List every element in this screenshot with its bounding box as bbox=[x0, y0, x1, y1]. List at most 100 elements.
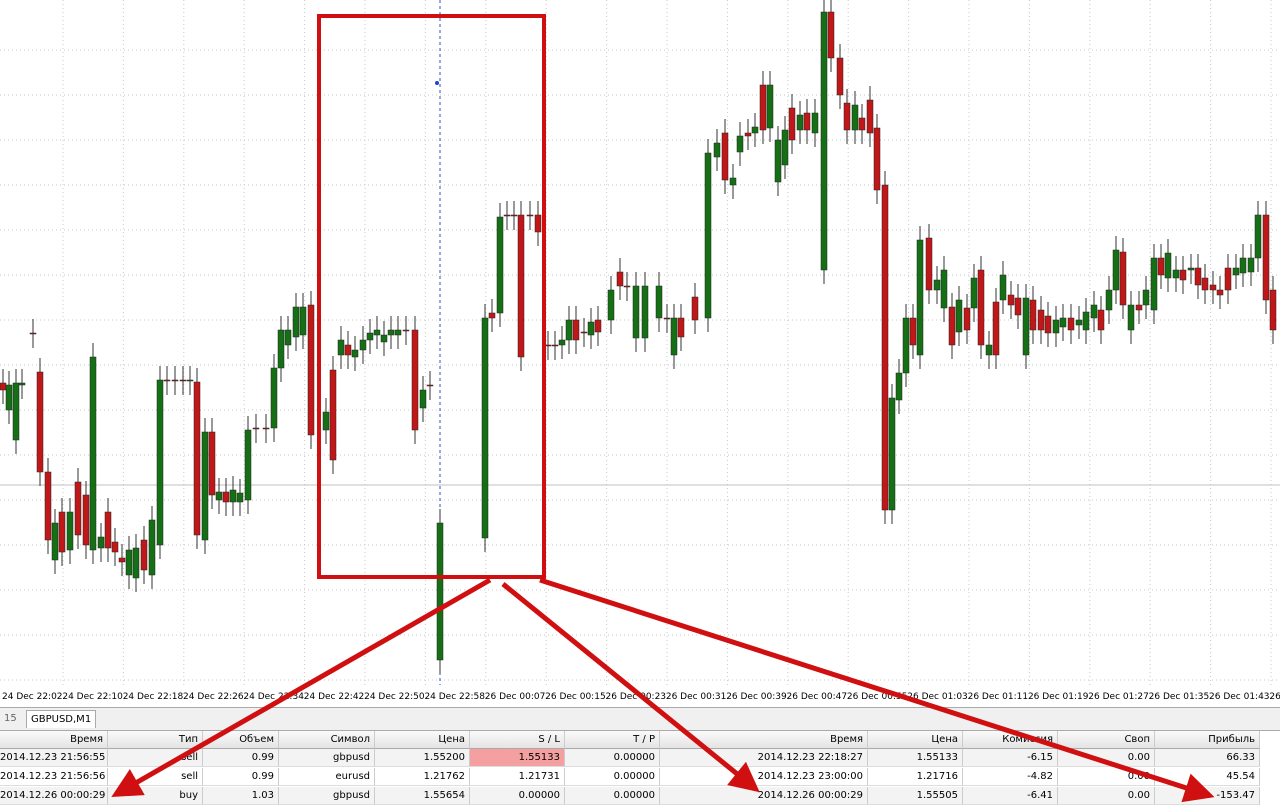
candle-body bbox=[1254, 214, 1262, 259]
candle-body bbox=[1157, 257, 1165, 276]
candle-body bbox=[29, 332, 37, 335]
table-cell: sell bbox=[108, 749, 203, 767]
candle-body bbox=[322, 411, 330, 431]
table-cell: 0.00000 bbox=[565, 768, 660, 786]
candle-body bbox=[148, 519, 156, 576]
table-cell: -6.15 bbox=[963, 749, 1058, 767]
candle-body bbox=[1232, 267, 1240, 276]
candle-body bbox=[1135, 304, 1143, 311]
candle-body bbox=[1187, 267, 1195, 271]
time-label: 26 Dec 00:39 bbox=[726, 692, 787, 702]
candle-body bbox=[337, 339, 345, 356]
candle-body bbox=[623, 285, 631, 288]
candle-body bbox=[36, 371, 44, 473]
table-cell: 1.55654 bbox=[375, 787, 470, 805]
candle-body bbox=[873, 127, 881, 191]
candle-body bbox=[580, 331, 588, 334]
candle-body bbox=[766, 84, 774, 129]
candle-body bbox=[1014, 297, 1022, 316]
table-cell: 0.99 bbox=[203, 768, 279, 786]
table-cell: buy bbox=[108, 787, 203, 805]
candle-body bbox=[156, 379, 164, 546]
candle-body bbox=[909, 317, 917, 346]
column-header: Объем bbox=[203, 731, 279, 749]
candle-body bbox=[292, 306, 300, 338]
candle-body bbox=[66, 511, 74, 551]
candle-body bbox=[736, 135, 744, 153]
candle-body bbox=[380, 334, 388, 343]
candle-body bbox=[426, 384, 434, 387]
time-label: 26 Dec 00:55 bbox=[846, 692, 908, 702]
time-label: 24 Dec 22:26 bbox=[183, 692, 244, 702]
table-cell: 45.54 bbox=[1155, 768, 1260, 786]
candle-body bbox=[526, 214, 534, 217]
candle-body bbox=[691, 296, 699, 321]
candle-body bbox=[558, 339, 566, 346]
candle-body bbox=[655, 285, 663, 319]
candle-body bbox=[51, 522, 59, 561]
table-cell: 1.55200 bbox=[375, 749, 470, 767]
table-cell: 2014.12.23 23:00:00 bbox=[660, 768, 868, 786]
candle-body bbox=[836, 57, 844, 96]
candle-body bbox=[351, 349, 359, 358]
column-header: Тип bbox=[108, 731, 203, 749]
candle-body bbox=[670, 317, 678, 356]
candle-body bbox=[201, 431, 209, 541]
candle-body bbox=[229, 489, 237, 503]
time-label: 26 Dec 01:19 bbox=[1027, 692, 1089, 702]
time-label: 26 bbox=[1269, 692, 1280, 702]
candle-body bbox=[5, 384, 13, 411]
candle-body bbox=[1224, 267, 1232, 291]
candle-body bbox=[366, 332, 374, 341]
time-label: 24 Dec 22:50 bbox=[364, 692, 425, 702]
candle-body bbox=[373, 329, 381, 336]
candle-body bbox=[1119, 251, 1127, 306]
candle-body bbox=[387, 329, 395, 336]
candle-body bbox=[1112, 249, 1120, 291]
candle-body bbox=[111, 541, 119, 553]
candle-body bbox=[534, 214, 542, 233]
table-cell: 1.55505 bbox=[868, 787, 963, 805]
candle-body bbox=[970, 277, 978, 309]
candle-body bbox=[594, 319, 602, 333]
candle-body bbox=[895, 372, 903, 401]
candle-body bbox=[1269, 289, 1277, 331]
candle-body bbox=[517, 214, 525, 358]
table-cell: 0.00000 bbox=[470, 787, 565, 805]
candle-body bbox=[788, 107, 796, 141]
candle-body bbox=[496, 216, 504, 314]
time-label: 26 Dec 00:31 bbox=[665, 692, 727, 702]
candle-body bbox=[222, 491, 230, 503]
candle-body bbox=[751, 126, 759, 134]
candle-body bbox=[208, 431, 216, 496]
candle-body bbox=[999, 274, 1007, 301]
candle-body bbox=[774, 139, 782, 183]
column-header: Своп bbox=[1058, 731, 1155, 749]
time-label: 24 Dec 22:02 bbox=[2, 692, 63, 702]
time-label: 24 Dec 22:34 bbox=[243, 692, 304, 702]
table-cell: gbpusd bbox=[279, 787, 375, 805]
candle-body bbox=[977, 269, 985, 346]
tab[interactable]: GBPUSD,M1 bbox=[26, 710, 97, 728]
column-header: Время bbox=[0, 731, 108, 749]
candle-body bbox=[329, 369, 337, 461]
candle-body bbox=[587, 321, 595, 336]
time-label: 26 Dec 01:43 bbox=[1209, 692, 1270, 702]
column-header: Время bbox=[660, 731, 868, 749]
candle-body bbox=[118, 557, 126, 563]
candle-body bbox=[1172, 269, 1180, 279]
table-cell: 2014.12.23 22:18:27 bbox=[660, 749, 868, 767]
candle-body bbox=[1022, 297, 1030, 356]
time-label: 26 Dec 00:23 bbox=[605, 692, 667, 702]
column-header: Прибыль bbox=[1155, 731, 1260, 749]
time-label: 26 Dec 00:07 bbox=[484, 692, 546, 702]
column-header: T / P bbox=[565, 731, 660, 749]
candle-body bbox=[948, 306, 956, 346]
time-label: 24 Dec 22:58 bbox=[424, 692, 485, 702]
candle-body bbox=[940, 269, 948, 309]
candle-body bbox=[179, 379, 187, 382]
candle-body bbox=[411, 329, 419, 431]
candle-body bbox=[97, 536, 105, 549]
candle-body bbox=[744, 132, 752, 137]
